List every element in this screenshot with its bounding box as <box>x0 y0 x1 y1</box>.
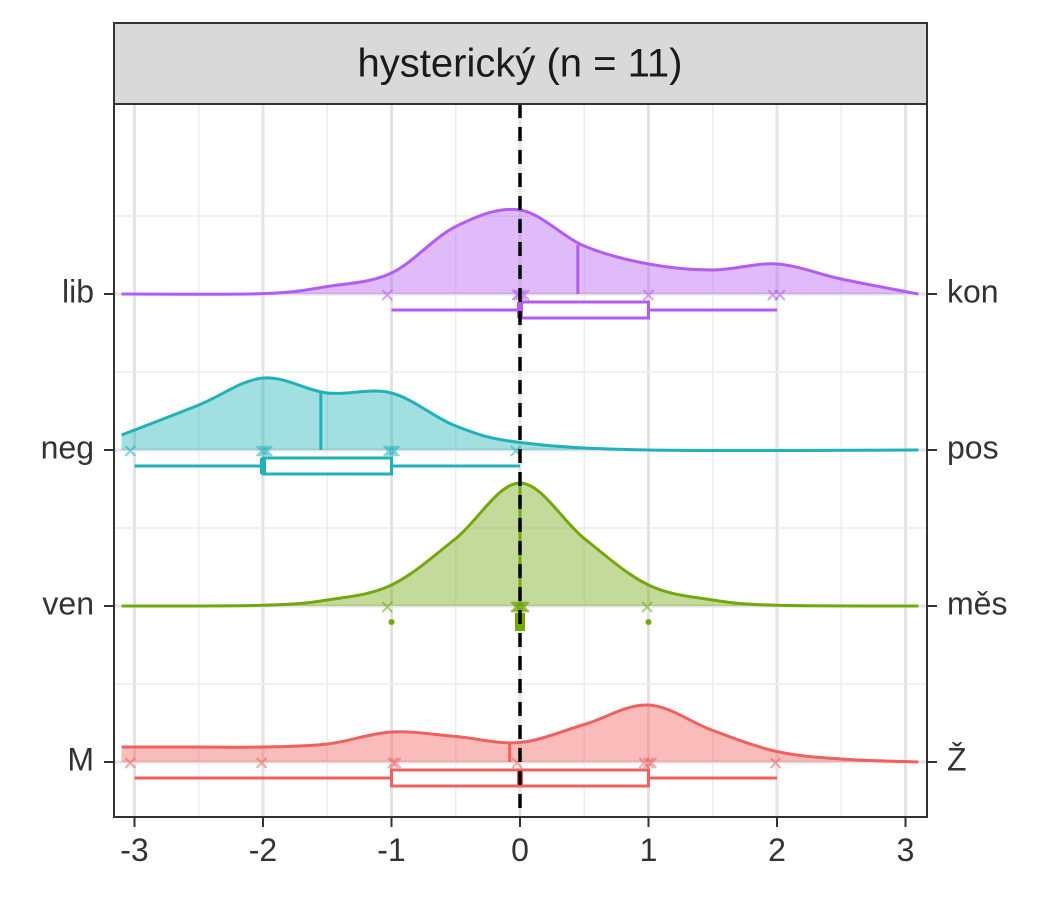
data-point <box>255 757 268 769</box>
ridge-row-M <box>121 703 919 788</box>
data-point <box>381 601 394 613</box>
x-tick-label: -1 <box>377 832 405 868</box>
density-line <box>121 376 919 453</box>
data-point <box>767 289 779 301</box>
data-point <box>642 757 655 769</box>
y-left-label: M <box>67 741 94 777</box>
y-right-label: Ž <box>947 741 967 777</box>
x-tick-label: 1 <box>640 832 658 868</box>
data-point <box>641 601 653 613</box>
data-point <box>638 757 651 769</box>
x-tick-label: -3 <box>120 832 148 868</box>
data-point <box>387 757 399 769</box>
y-right-label: měs <box>947 585 1007 621</box>
data-point <box>381 289 394 301</box>
density-line <box>121 703 919 764</box>
data-point <box>385 445 398 457</box>
box-iqr <box>518 300 650 320</box>
y-left-label: ven <box>42 585 94 621</box>
facet-strip: hysterický (n = 11) <box>113 22 928 105</box>
ridge-row-neg <box>121 376 919 476</box>
data-point <box>642 289 655 301</box>
data-point <box>124 445 137 457</box>
x-tick-label: 3 <box>897 832 915 868</box>
data-point <box>258 445 271 457</box>
data-point <box>388 445 401 457</box>
y-left-label: neg <box>41 429 94 465</box>
y-left-label: lib <box>62 273 94 309</box>
box-iqr <box>261 456 393 476</box>
data-point <box>389 757 402 769</box>
data-point <box>261 445 273 457</box>
outlier-point <box>645 619 652 625</box>
x-tick-label: -2 <box>249 832 277 868</box>
x-tick-label: 0 <box>511 832 529 868</box>
outlier-point <box>388 619 395 625</box>
data-point <box>124 757 137 769</box>
density-area <box>121 704 919 762</box>
y-right-label: kon <box>947 273 999 309</box>
data-point <box>514 601 526 613</box>
facet-title: hysterický (n = 11) <box>358 42 683 86</box>
axes: -3 -2 -1 0 1 2 3 lib kon neg pos ven měs M Ž <box>41 273 1008 868</box>
y-right-label: pos <box>947 429 999 465</box>
x-tick-label: 2 <box>768 832 786 868</box>
density-line <box>121 207 919 296</box>
data-point <box>769 757 782 769</box>
